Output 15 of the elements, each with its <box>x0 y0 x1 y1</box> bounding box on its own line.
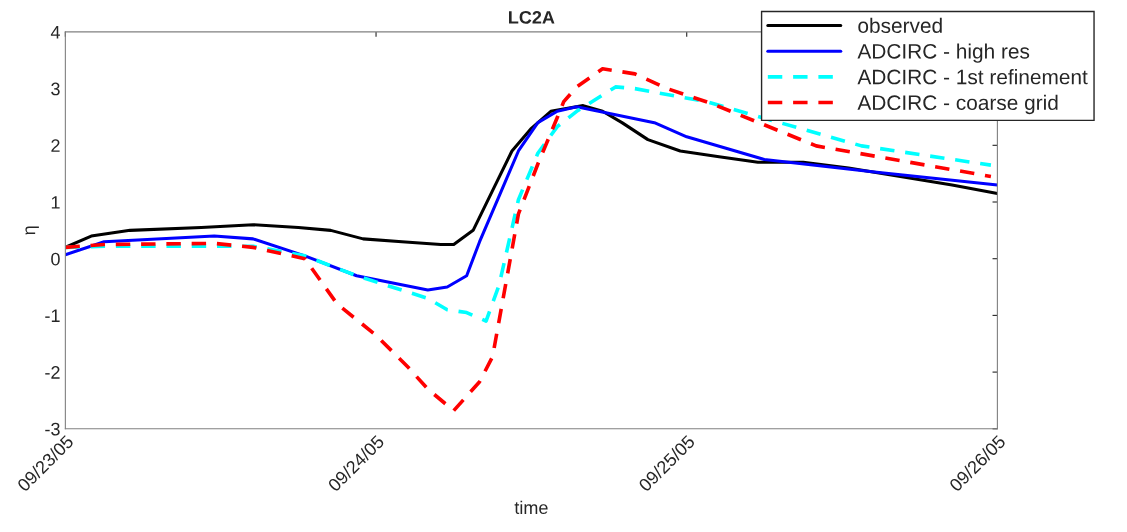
y-tick-label: 2 <box>51 139 60 152</box>
y-tick-label: 4 <box>50 26 60 39</box>
y-tick-label: -3 <box>45 422 60 436</box>
y-axis-title: η <box>25 226 39 235</box>
y-tick-label: -1 <box>45 309 60 322</box>
y-tick-label: 3 <box>51 82 60 96</box>
y-tick-label: -2 <box>45 366 60 379</box>
legend-label: ADCIRC - coarse grid <box>857 94 1058 115</box>
y-tick-label: 1 <box>51 196 60 209</box>
x-axis-title: time <box>514 500 548 515</box>
legend-label: ADCIRC - 1st refinement <box>857 69 1088 85</box>
chart-title: LC2A <box>509 10 555 24</box>
legend-label: observed <box>858 17 942 34</box>
y-tick-label: 0 <box>51 252 60 266</box>
legend-label: ADCIRC - high res <box>857 43 1030 63</box>
